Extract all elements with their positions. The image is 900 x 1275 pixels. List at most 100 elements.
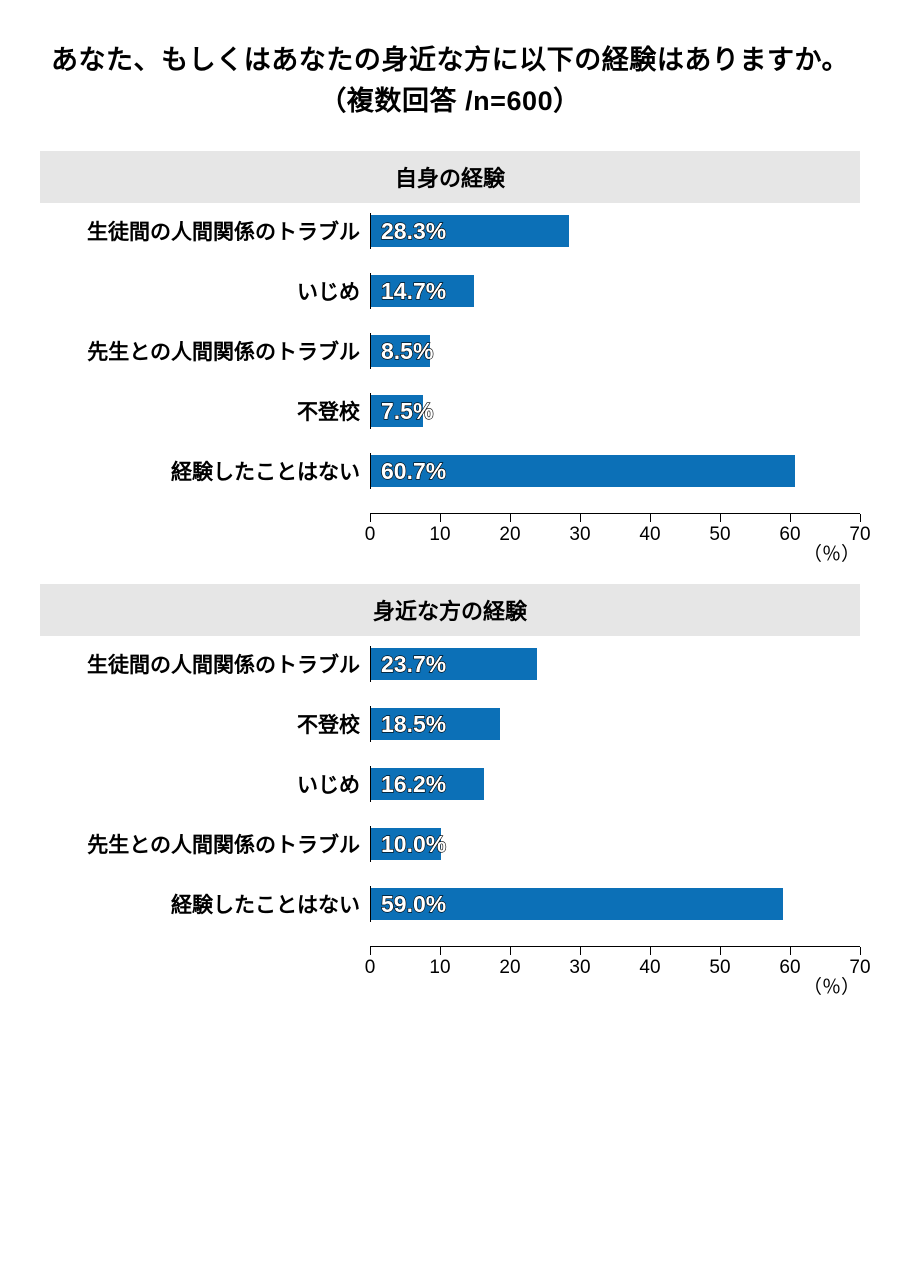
plot-cell: 8.5% bbox=[370, 333, 860, 369]
x-axis: 010203040506070（％） bbox=[40, 513, 860, 544]
axis-tick bbox=[650, 947, 651, 955]
bar-value: 18.5% bbox=[381, 711, 446, 738]
axis-tick bbox=[790, 514, 791, 522]
axis-tick bbox=[650, 514, 651, 522]
axis-tick-label: 10 bbox=[429, 524, 450, 546]
chart-body: 生徒間の人間関係のトラブル 28.3% いじめ 14.7% 先生との人間関係のトラブル 8… bbox=[40, 203, 860, 544]
axis-spacer bbox=[40, 513, 370, 544]
axis-cell: 010203040506070（％） bbox=[370, 946, 860, 977]
axis-spacer bbox=[40, 946, 370, 977]
bar-value: 14.7% bbox=[381, 278, 446, 305]
axis-tick bbox=[580, 947, 581, 955]
axis-tick bbox=[510, 514, 511, 522]
axis-tick-label: 0 bbox=[365, 524, 376, 546]
x-axis: 010203040506070（％） bbox=[40, 946, 860, 977]
chart-row: 不登校 18.5% bbox=[40, 706, 860, 742]
chart-row: 先生との人間関係のトラブル 8.5% bbox=[40, 333, 860, 369]
bar: 60.7% bbox=[371, 455, 795, 487]
plot-cell: 16.2% bbox=[370, 766, 860, 802]
section-header: 身近な方の経験 bbox=[40, 584, 860, 636]
axis-tick-label: 60 bbox=[779, 957, 800, 979]
axis-tick-label: 30 bbox=[569, 957, 590, 979]
axis-tick-label: 0 bbox=[365, 957, 376, 979]
bar: 8.5% bbox=[371, 335, 430, 367]
main-title: あなた、もしくはあなたの身近な方に以下の経験はありますか。（複数回答 /n=60… bbox=[40, 40, 860, 121]
plot-cell: 10.0% bbox=[370, 826, 860, 862]
axis-tick bbox=[370, 514, 371, 522]
axis-tick-label: 30 bbox=[569, 524, 590, 546]
axis-tick-label: 20 bbox=[499, 524, 520, 546]
axis-tick bbox=[720, 514, 721, 522]
axis-tick-label: 10 bbox=[429, 957, 450, 979]
axis-tick bbox=[510, 947, 511, 955]
row-label: 先生との人間関係のトラブル bbox=[40, 336, 370, 366]
row-label: 不登校 bbox=[40, 709, 370, 739]
chart-row: 先生との人間関係のトラブル10.0% bbox=[40, 826, 860, 862]
row-label: 先生との人間関係のトラブル bbox=[40, 829, 370, 859]
axis-ticks bbox=[370, 947, 860, 955]
axis-tick-label: 40 bbox=[639, 524, 660, 546]
row-label: 生徒間の人間関係のトラブル bbox=[40, 216, 370, 246]
bar: 28.3% bbox=[371, 215, 569, 247]
row-label: 経験したことはない bbox=[40, 456, 370, 486]
chart-row: 経験したことはない 60.7% bbox=[40, 453, 860, 489]
axis-tick-label: 50 bbox=[709, 524, 730, 546]
bar-value: 59.0% bbox=[381, 891, 446, 918]
bar-value: 28.3% bbox=[381, 218, 446, 245]
axis-unit-label: （％） bbox=[803, 972, 860, 999]
bar: 10.0% bbox=[371, 828, 441, 860]
axis-tick-labels: 010203040506070 bbox=[370, 522, 860, 544]
bar-value: 23.7% bbox=[381, 651, 446, 678]
chart-section: 身近な方の経験生徒間の人間関係のトラブル 23.7% 不登校 18.5% いじめ 16.2… bbox=[40, 584, 860, 977]
bar-value: 7.5% bbox=[381, 398, 433, 425]
axis-ticks bbox=[370, 514, 860, 522]
axis-tick-label: 20 bbox=[499, 957, 520, 979]
plot-cell: 14.7% bbox=[370, 273, 860, 309]
chart-row: 生徒間の人間関係のトラブル 28.3% bbox=[40, 213, 860, 249]
chart-row: 経験したことはない 59.0% bbox=[40, 886, 860, 922]
row-label: いじめ bbox=[40, 276, 370, 306]
row-label: 生徒間の人間関係のトラブル bbox=[40, 649, 370, 679]
axis-tick-labels: 010203040506070 bbox=[370, 955, 860, 977]
row-label: いじめ bbox=[40, 769, 370, 799]
axis-tick-label: 50 bbox=[709, 957, 730, 979]
axis-tick-label: 40 bbox=[639, 957, 660, 979]
axis-tick bbox=[720, 947, 721, 955]
chart-row: 不登校7.5% bbox=[40, 393, 860, 429]
plot-cell: 59.0% bbox=[370, 886, 860, 922]
bar: 18.5% bbox=[371, 708, 500, 740]
axis-cell: 010203040506070（％） bbox=[370, 513, 860, 544]
axis-tick-label: 60 bbox=[779, 524, 800, 546]
axis-tick bbox=[580, 514, 581, 522]
plot-cell: 28.3% bbox=[370, 213, 860, 249]
row-label: 経験したことはない bbox=[40, 889, 370, 919]
chart-row: いじめ 16.2% bbox=[40, 766, 860, 802]
chart-row: 生徒間の人間関係のトラブル 23.7% bbox=[40, 646, 860, 682]
plot-cell: 60.7% bbox=[370, 453, 860, 489]
chart-section: 自身の経験生徒間の人間関係のトラブル 28.3% いじめ 14.7% 先生との人間関係の… bbox=[40, 151, 860, 544]
charts-container: 自身の経験生徒間の人間関係のトラブル 28.3% いじめ 14.7% 先生との人間関係の… bbox=[40, 151, 860, 977]
axis-tick bbox=[440, 947, 441, 955]
plot-cell: 7.5% bbox=[370, 393, 860, 429]
axis-tick bbox=[440, 514, 441, 522]
chart-row: いじめ 14.7% bbox=[40, 273, 860, 309]
section-header: 自身の経験 bbox=[40, 151, 860, 203]
row-label: 不登校 bbox=[40, 396, 370, 426]
bar-value: 60.7% bbox=[381, 458, 446, 485]
bar: 7.5% bbox=[371, 395, 423, 427]
bar: 59.0% bbox=[371, 888, 783, 920]
bar-value: 8.5% bbox=[381, 338, 433, 365]
bar: 16.2% bbox=[371, 768, 484, 800]
plot-cell: 23.7% bbox=[370, 646, 860, 682]
axis-tick bbox=[860, 947, 861, 955]
bar: 23.7% bbox=[371, 648, 537, 680]
plot-cell: 18.5% bbox=[370, 706, 860, 742]
chart-body: 生徒間の人間関係のトラブル 23.7% 不登校 18.5% いじめ 16.2% 先生との人間… bbox=[40, 636, 860, 977]
axis-tick bbox=[860, 514, 861, 522]
axis-tick bbox=[370, 947, 371, 955]
bar: 14.7% bbox=[371, 275, 474, 307]
bar-value: 16.2% bbox=[381, 771, 446, 798]
axis-unit-label: （％） bbox=[803, 539, 860, 566]
bar-value: 10.0% bbox=[381, 831, 446, 858]
axis-tick bbox=[790, 947, 791, 955]
